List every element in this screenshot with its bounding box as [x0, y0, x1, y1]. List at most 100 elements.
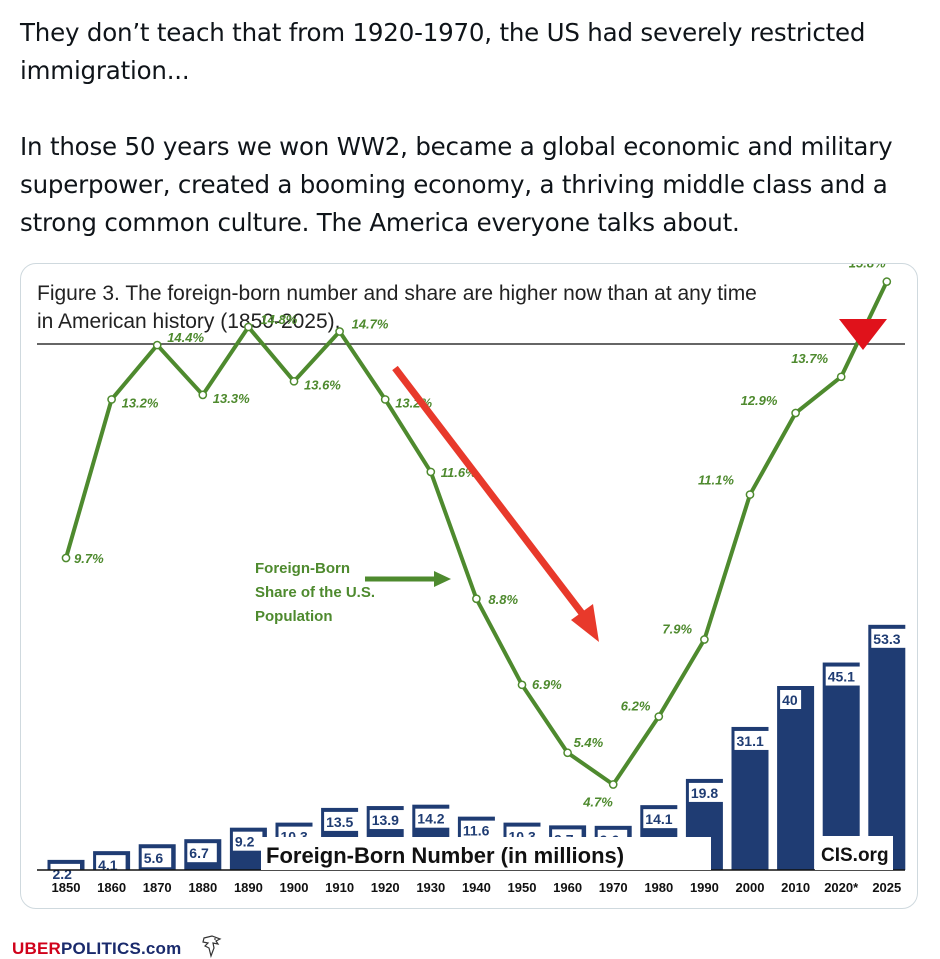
share-label-1900: 13.6% — [304, 377, 341, 392]
bar-2010 — [777, 686, 815, 870]
green-arrow-head — [434, 571, 451, 587]
chart-title-line-1: Figure 3. The foreign-born number and sh… — [37, 282, 757, 305]
bar-series-label-box — [261, 837, 711, 870]
bar-label-box-1930 — [415, 808, 454, 828]
chart-title-line-2: in American history (1850-2025). — [37, 310, 341, 333]
share-point-1930 — [426, 467, 436, 477]
share-point-2000 — [745, 490, 755, 499]
bar-2025 — [868, 624, 906, 870]
bar-value-2025: 53.3 — [873, 631, 900, 647]
x-tick-1990: 1990 — [690, 880, 719, 895]
bar-value-1870: 5.6 — [144, 850, 164, 866]
bar-value-1930: 14.2 — [417, 811, 444, 827]
x-tick-1930: 1930 — [416, 880, 445, 895]
chart-image-card[interactable]: Figure 3. The foreign-born number and sh… — [20, 263, 918, 909]
x-tick-1950: 1950 — [508, 880, 537, 895]
share-label-1970: 4.7% — [582, 794, 613, 809]
watermark: UBERPOLITICS.com — [12, 934, 224, 959]
x-tick-1910: 1910 — [325, 880, 354, 895]
share-point-1880 — [198, 390, 208, 400]
share-point-2020* — [836, 372, 846, 382]
tweet-paragraph-1: They don’t teach that from 1920-1970, th… — [20, 18, 866, 85]
brand-uber: UBER — [12, 939, 61, 958]
bar-value-2020*: 45.1 — [828, 669, 855, 685]
share-label-1940: 8.8% — [488, 592, 518, 607]
share-point-1920 — [380, 395, 390, 404]
bar-value-1980: 14.1 — [645, 811, 672, 827]
bar-label-box-1890 — [232, 831, 263, 851]
bar-value-1920: 13.9 — [372, 812, 399, 828]
bar-label-box-1940 — [460, 820, 499, 840]
bar-2020* — [822, 662, 860, 870]
bar-value-2010: 40 — [782, 692, 798, 708]
line-series-label-2: Share of the U.S. — [255, 584, 375, 601]
share-point-1970 — [608, 780, 618, 789]
x-tick-2010: 2010 — [781, 880, 810, 895]
x-tick-1880: 1880 — [188, 880, 217, 895]
share-point-1890 — [244, 322, 253, 332]
x-tick-1920: 1920 — [371, 880, 400, 895]
bar-label-box-2000 — [734, 730, 773, 750]
line-series-label-1: Foreign-Born — [255, 560, 350, 577]
bar-value-1940: 11.6 — [463, 823, 490, 839]
share-point-2010 — [791, 408, 800, 418]
share-point-1940 — [472, 594, 481, 604]
x-tick-1940: 1940 — [462, 880, 491, 895]
bar-label-box-1920 — [369, 810, 408, 830]
bar-value-2000: 31.1 — [737, 733, 764, 749]
bar-value-1990: 19.8 — [691, 785, 718, 801]
bar-label-box-2020* — [825, 666, 864, 686]
share-label-1880: 13.3% — [213, 391, 250, 406]
x-tick-1900: 1900 — [280, 880, 309, 895]
eagle-icon — [202, 935, 222, 958]
source-label: CIS.org — [821, 845, 889, 866]
share-label-1870: 14.4% — [167, 330, 204, 345]
share-label-1910: 14.7% — [352, 316, 389, 331]
share-label-2025: 15.8% — [849, 264, 886, 271]
tweet-paragraph-2: In those 50 years we won WW2, became a g… — [20, 132, 893, 237]
x-tick-1960: 1960 — [553, 880, 582, 895]
share-label-1960: 5.4% — [574, 735, 604, 750]
source-box — [815, 836, 893, 870]
share-label-2010: 12.9% — [741, 393, 778, 408]
share-point-1960 — [563, 748, 572, 758]
bar-value-1890: 9.2 — [235, 834, 255, 850]
bar-2000 — [731, 726, 769, 870]
share-label-2000: 11.1% — [698, 473, 734, 488]
share-label-1990: 7.9% — [662, 622, 692, 637]
red-triangle-marker — [839, 319, 887, 350]
share-point-1980 — [654, 712, 664, 721]
x-tick-1890: 1890 — [234, 880, 263, 895]
red-arrow-head — [571, 604, 599, 642]
x-tick-1870: 1870 — [143, 880, 172, 895]
x-tick-2000: 2000 — [736, 880, 765, 895]
bar-label-box-1980 — [643, 809, 682, 829]
share-point-1870 — [152, 340, 162, 350]
share-point-1910 — [335, 327, 344, 336]
brand-politics: POLITICS.com — [60, 939, 182, 958]
share-label-1860: 13.2% — [122, 395, 159, 410]
share-point-1990 — [700, 635, 709, 644]
bar-value-1880: 6.7 — [189, 845, 209, 861]
tweet-text: They don’t teach that from 1920-1970, th… — [20, 14, 920, 242]
x-tick-1850: 1850 — [52, 880, 81, 895]
bar-label-box-1990 — [688, 782, 727, 802]
x-tick-2025: 2025 — [872, 880, 901, 895]
x-tick-1860: 1860 — [97, 880, 126, 895]
share-line — [64, 280, 889, 787]
share-point-1900 — [289, 376, 299, 386]
x-tick-1980: 1980 — [644, 880, 673, 895]
bar-value-1910: 13.5 — [326, 814, 353, 830]
x-tick-1970: 1970 — [599, 880, 628, 895]
bar-value-1860: 4.1 — [98, 857, 118, 873]
bar-label-box-2010 — [780, 690, 802, 709]
share-point-1950 — [517, 680, 527, 690]
share-label-1980: 6.2% — [621, 699, 651, 714]
bar-series-label: Foreign-Born Number (in millions) — [266, 843, 624, 868]
bar-label-box-1870 — [141, 848, 172, 868]
x-tick-2020*: 2020* — [824, 880, 859, 895]
share-label-2020*: 13.7% — [791, 351, 828, 366]
bar-label-box-1910 — [324, 811, 363, 831]
bar-label-box-1850 — [50, 863, 80, 883]
chart: Figure 3. The foreign-born number and sh… — [37, 264, 910, 895]
